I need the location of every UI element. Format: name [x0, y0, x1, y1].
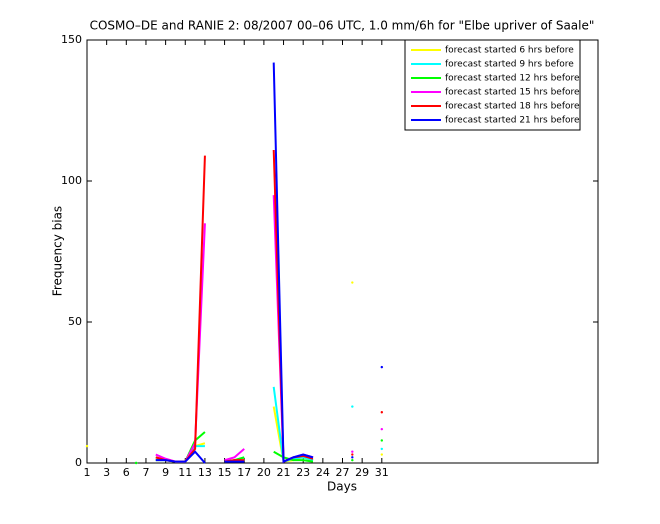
data-point — [351, 405, 354, 408]
legend-label: forecast started 15 hrs before — [445, 88, 580, 98]
x-tick-label: 3 — [103, 466, 110, 479]
x-tick-label: 1 — [84, 466, 91, 479]
y-tick-label: 100 — [61, 174, 82, 187]
x-tick-label: 13 — [198, 466, 212, 479]
data-point — [380, 365, 384, 369]
x-tick-label: 15 — [218, 466, 232, 479]
data-point — [351, 281, 354, 284]
x-axis-label: Days — [327, 480, 357, 494]
chart-title: COSMO–DE and RANIE 2: 08/2007 00–06 UTC,… — [90, 19, 595, 33]
series-line — [273, 450, 314, 463]
x-tick-label: 31 — [375, 466, 389, 479]
x-tick-label: 17 — [237, 466, 251, 479]
data-point — [85, 444, 89, 448]
x-tick-label: 29 — [355, 466, 369, 479]
legend-label: forecast started 6 hrs before — [445, 46, 574, 56]
y-axis-label: Frequency bias — [51, 206, 65, 296]
data-point — [380, 447, 384, 451]
data-point — [351, 450, 354, 453]
series-line — [155, 450, 206, 464]
data-point — [380, 427, 384, 431]
data-point — [380, 453, 384, 456]
x-tick-label: 20 — [257, 466, 271, 479]
data-point — [351, 456, 354, 459]
data-point — [351, 453, 354, 456]
data-point — [380, 411, 384, 414]
x-tick-label: 23 — [296, 466, 310, 479]
x-tick-label: 24 — [316, 466, 330, 479]
x-tick-label: 9 — [162, 466, 169, 479]
data-point — [134, 461, 138, 465]
x-tick-label: 21 — [277, 466, 291, 479]
y-tick-label: 150 — [61, 33, 82, 46]
y-tick-label: 50 — [68, 315, 82, 328]
x-tick-label: 27 — [336, 466, 350, 479]
x-tick-label: 7 — [142, 466, 149, 479]
series-line — [272, 62, 314, 464]
y-tick-label: 0 — [75, 456, 82, 469]
series-line — [272, 386, 314, 463]
legend-label: forecast started 18 hrs before — [445, 102, 580, 112]
x-tick-label: 11 — [178, 466, 192, 479]
legend-label: forecast started 21 hrs before — [445, 116, 580, 126]
data-point — [380, 439, 384, 442]
series-line — [224, 448, 245, 462]
legend-label: forecast started 12 hrs before — [445, 74, 580, 84]
data-point — [351, 458, 354, 462]
legend-label: forecast started 9 hrs before — [445, 60, 574, 70]
legend-box — [404, 39, 581, 131]
x-tick-label: 6 — [123, 466, 130, 479]
